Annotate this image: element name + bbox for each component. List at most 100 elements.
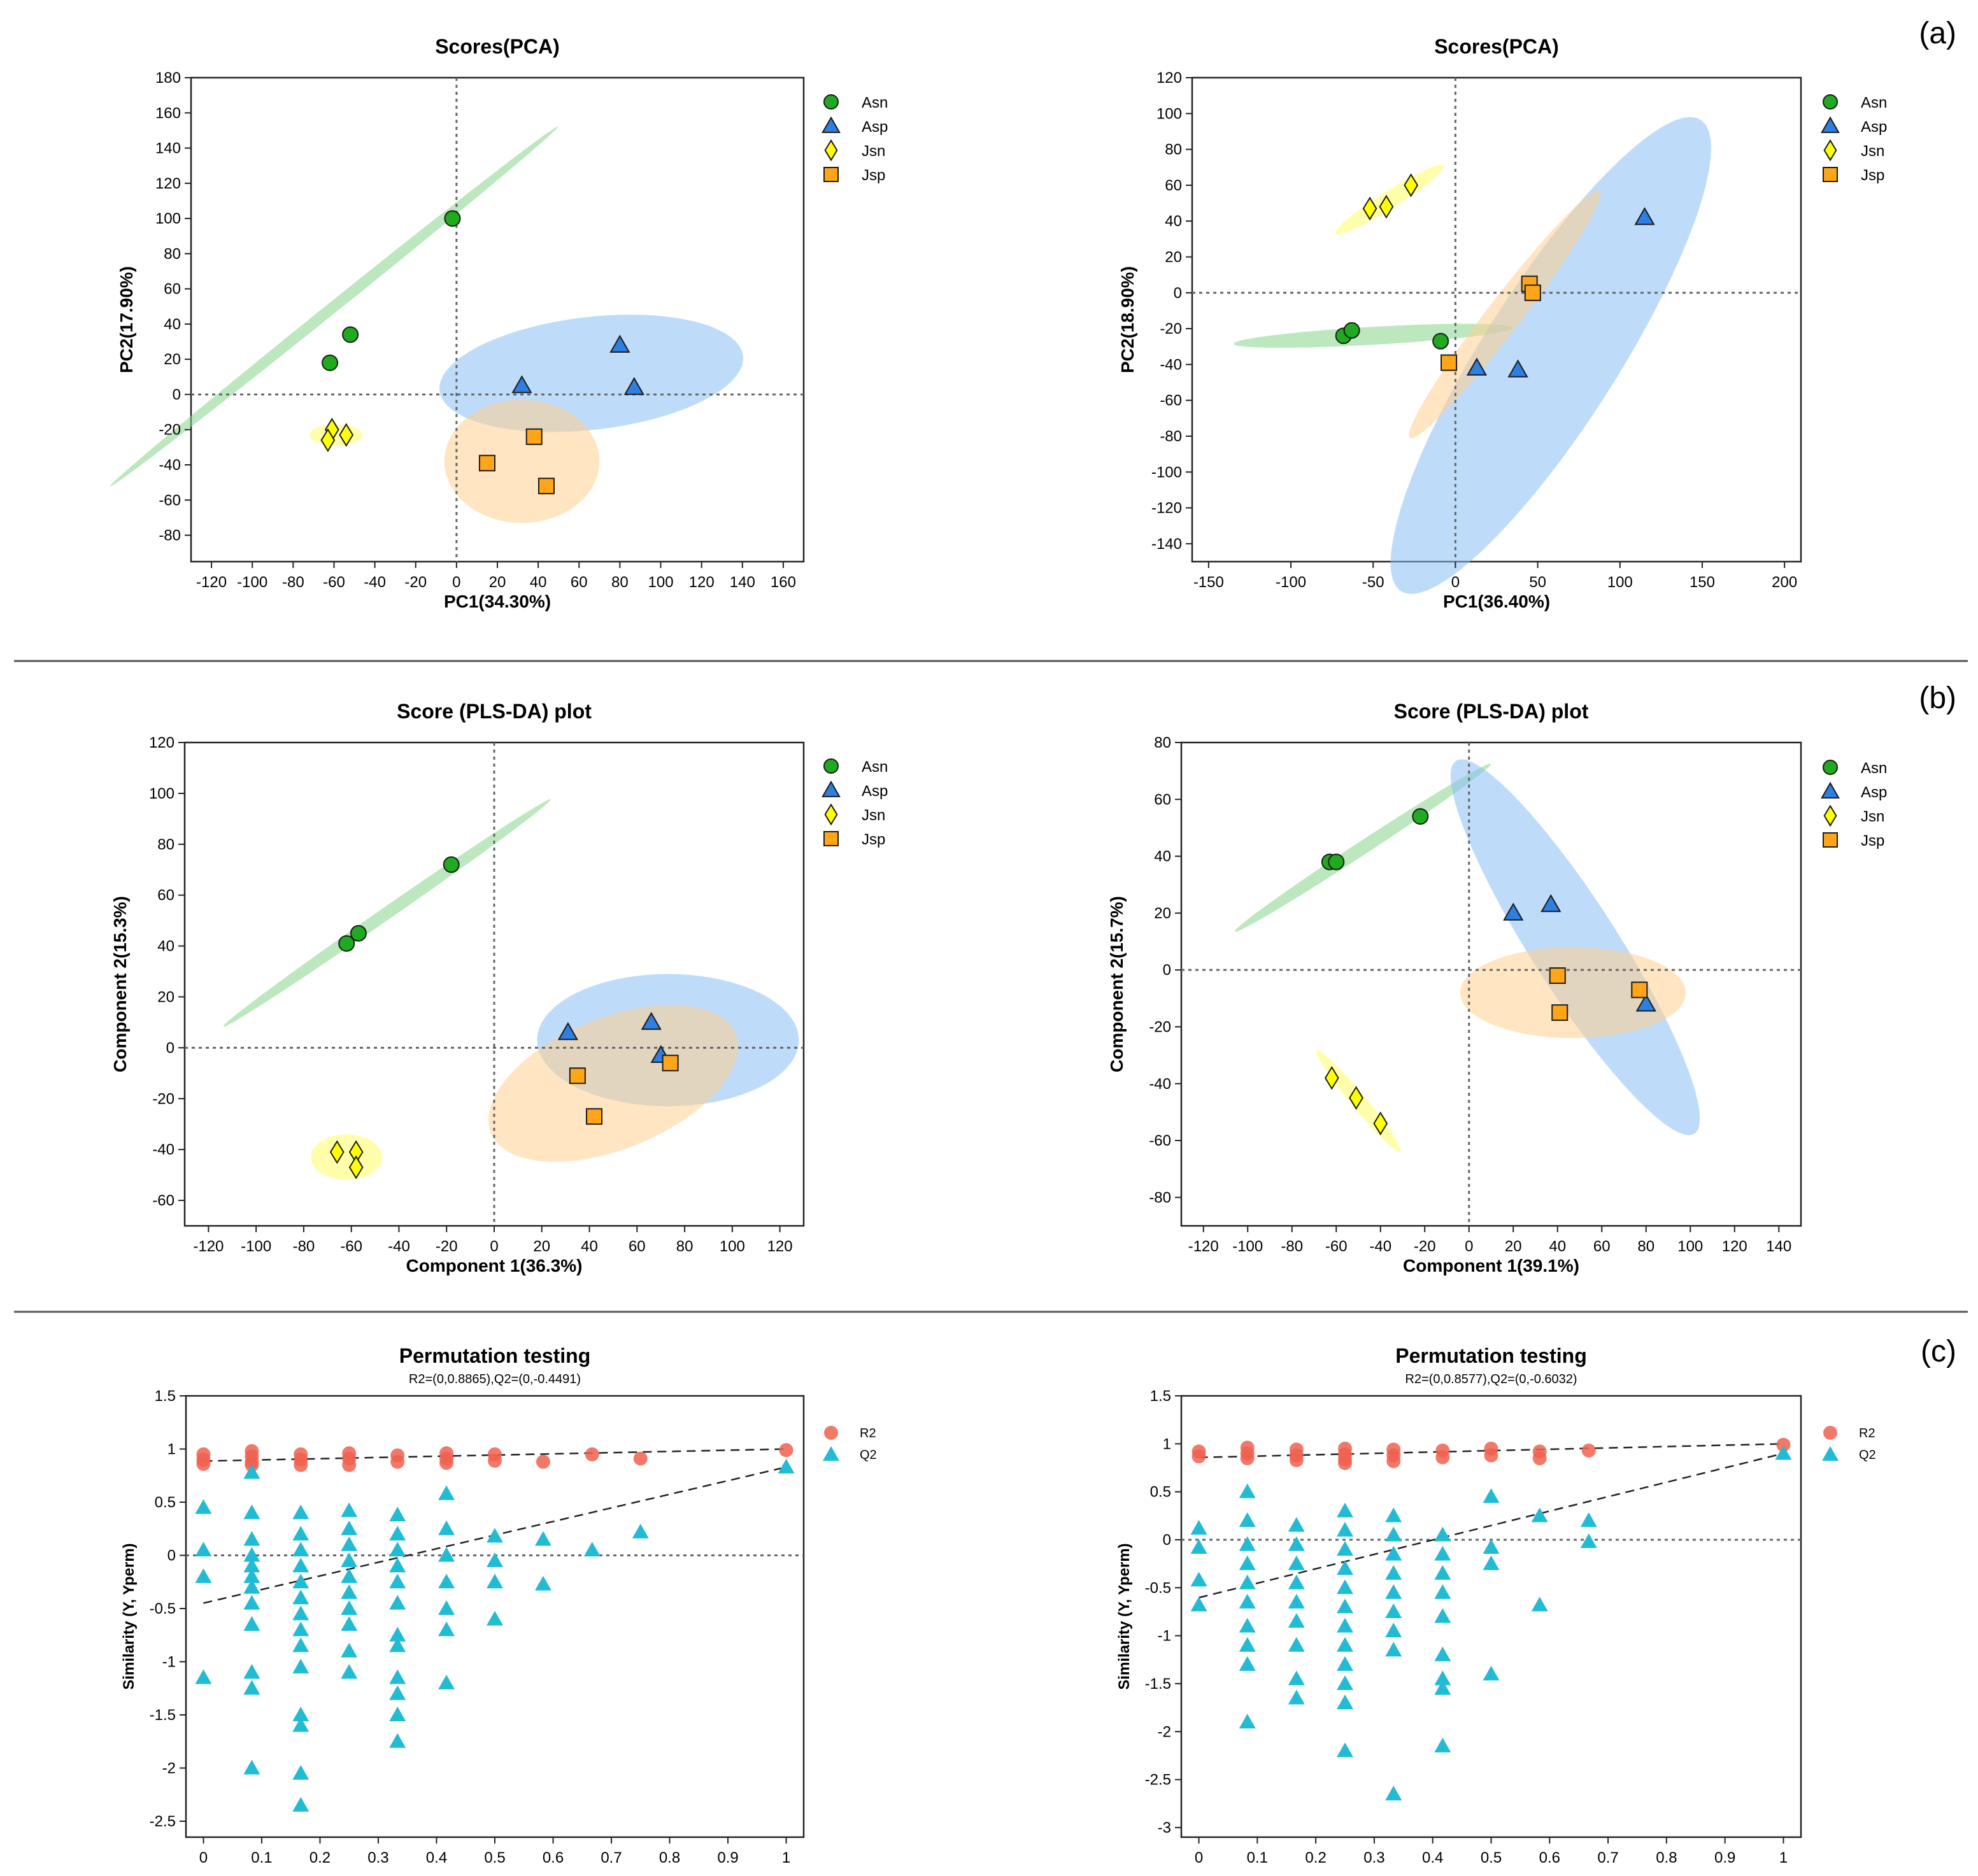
point-jsn: [1379, 194, 1394, 219]
x-tick-label: 0.2: [1305, 1849, 1326, 1866]
legend-label-q2: Q2: [860, 1448, 877, 1462]
point-q2: [1385, 1623, 1402, 1638]
y-tick-label: 80: [1165, 141, 1182, 159]
y-tick-label: 0: [1163, 962, 1171, 979]
regression-line-r2: [1199, 1443, 1784, 1459]
chart-plsda-left: -120 -100 -80 -60 -40 -20 0 20 40 60 80 100 120 -60 -4…: [110, 700, 888, 1276]
x-tick-label: -40: [364, 574, 386, 591]
point-q2: [243, 1568, 260, 1583]
point-q2: [1434, 1680, 1451, 1695]
point-q2: [1337, 1617, 1354, 1633]
point-jsn: [1324, 1066, 1339, 1090]
y-tick-label: 80: [157, 836, 174, 853]
x-tick-label: 0: [1465, 1238, 1473, 1255]
x-tick-label: -20: [404, 574, 427, 591]
x-tick-label: 120: [767, 1238, 793, 1255]
point-q2: [1434, 1565, 1451, 1580]
x-tick-label: 0.8: [1656, 1849, 1677, 1866]
x-tick-label: 50: [1529, 574, 1546, 591]
point-q2: [292, 1558, 310, 1573]
point-q2: [243, 1531, 260, 1546]
point-q2: [1288, 1574, 1305, 1589]
point-r2: [1386, 1454, 1401, 1468]
confidence-ellipse-jsn: [311, 1134, 383, 1181]
x-axis-label: PC1(36.40%): [1443, 592, 1550, 611]
point-r2: [294, 1458, 308, 1472]
confidence-ellipse-asp: [1390, 117, 1711, 594]
legend-marker-jsn: [824, 803, 838, 826]
point-r2: [536, 1454, 550, 1469]
point-q2: [389, 1626, 406, 1642]
legend-label-asp: Asp: [1861, 118, 1887, 136]
point-q2: [195, 1499, 212, 1514]
y-tick-label: 60: [157, 887, 174, 904]
point-r2: [1192, 1449, 1206, 1463]
point-q2: [1385, 1565, 1402, 1580]
regression-line-r2: [203, 1448, 786, 1462]
point-jsn: [1404, 173, 1419, 197]
legend-marker-jsn: [1823, 804, 1837, 827]
point-q2: [292, 1706, 310, 1721]
x-tick-label: 60: [1593, 1238, 1611, 1255]
point-asn: [1343, 322, 1360, 339]
panel-label-a: (a): [1919, 17, 1956, 50]
chart-perm-left: 0 0.1 0.2 0.3 0.4 0.5 0.6 0.7 0.8 0.9 1 -2.5 -2 -1.5 -…: [120, 1344, 877, 1866]
chart-pca-left: -120 -100 -80 -60 -40 -20 0 20 40 60 80 100 120 140 16…: [110, 35, 888, 611]
legend-label-r2: R2: [1859, 1426, 1875, 1440]
point-q2: [389, 1706, 406, 1721]
x-tick-label: -20: [1414, 1238, 1436, 1255]
legend-marker-q2: [1822, 1446, 1839, 1461]
x-tick-label: 0.6: [543, 1849, 564, 1866]
point-q2: [534, 1575, 551, 1591]
legend-marker-asn: [823, 758, 839, 774]
point-q2: [487, 1528, 503, 1543]
x-tick-label: 150: [1690, 574, 1715, 591]
legend-label-jsp: Jsp: [1861, 832, 1884, 849]
x-tick-label: 0: [490, 1238, 498, 1255]
x-tick-label: 0.5: [1481, 1849, 1502, 1866]
legend-marker-asp: [822, 116, 841, 133]
point-r2: [633, 1451, 648, 1466]
y-tick-label: 40: [157, 938, 174, 955]
point-q2: [292, 1526, 310, 1541]
point-q2: [1337, 1695, 1354, 1710]
y-tick-label: -1.5: [1145, 1675, 1171, 1693]
y-tick-label: -40: [1160, 356, 1182, 373]
point-asn: [1432, 332, 1449, 350]
x-tick-label: 0: [1195, 1849, 1203, 1866]
x-tick-label: 60: [571, 574, 588, 591]
point-q2: [1190, 1596, 1207, 1612]
point-q2: [1337, 1598, 1354, 1614]
legend-marker-jsp: [1823, 167, 1838, 182]
point-r2: [585, 1447, 599, 1461]
y-tick-label: -60: [1160, 392, 1182, 409]
regression-line-q2: [1199, 1453, 1784, 1599]
y-axis-label: Similarity (Y, Yperm): [1116, 1543, 1133, 1689]
point-q2: [389, 1574, 406, 1589]
y-tick-label: -20: [1160, 320, 1182, 338]
confidence-ellipse-jsp: [1460, 947, 1686, 1039]
point-q2: [292, 1504, 310, 1519]
point-q2: [292, 1765, 310, 1780]
point-q2: [243, 1595, 260, 1610]
point-asp: [511, 375, 532, 394]
legend-label-asp: Asp: [1861, 784, 1887, 801]
x-tick-label: -60: [323, 574, 345, 591]
x-tick-label: 80: [611, 574, 629, 591]
point-asp: [641, 1012, 662, 1030]
point-jsn: [348, 1155, 364, 1179]
chart-title: Permutation testing: [399, 1344, 590, 1367]
x-tick-label: 0.8: [659, 1849, 680, 1866]
point-q2: [487, 1574, 503, 1589]
point-asp: [1540, 894, 1562, 913]
point-q2: [438, 1520, 455, 1535]
point-jsn: [329, 1140, 345, 1164]
point-q2: [632, 1523, 649, 1538]
y-tick-label: -2: [162, 1759, 176, 1777]
point-q2: [1434, 1584, 1451, 1599]
y-tick-label: -40: [152, 1141, 174, 1158]
x-tick-label: 0.1: [251, 1849, 272, 1866]
point-jsn: [1349, 1086, 1363, 1110]
x-tick-label: -100: [237, 574, 267, 591]
x-tick-label: -20: [436, 1238, 458, 1255]
